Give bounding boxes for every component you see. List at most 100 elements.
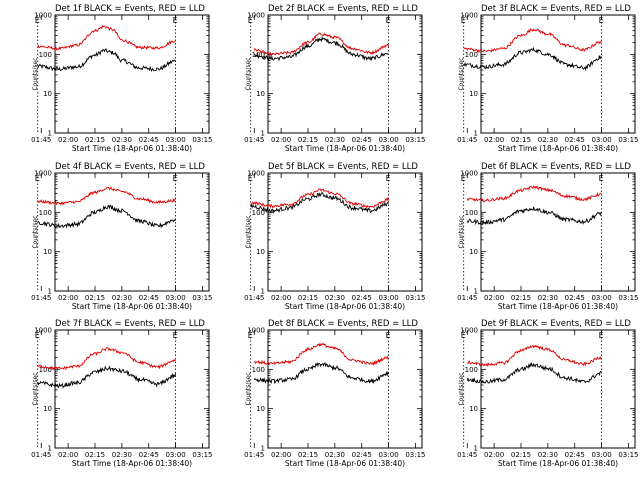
marker-label: E	[248, 331, 253, 340]
plot-frame	[480, 14, 636, 134]
detector-panel-8: Det 8f BLACK = Events, RED = LLD 1 10 100 10…	[244, 319, 425, 468]
y-tick-label: 100	[465, 51, 478, 59]
y-tick-label: 10	[256, 90, 265, 98]
y-tick-label: 100	[465, 209, 478, 217]
x-axis-label: Start Time (18-Apr-06 01:38:40)	[72, 302, 192, 311]
events-series-line	[37, 365, 177, 389]
x-tick-label: 02:15	[298, 136, 318, 144]
marker-label: E	[599, 331, 604, 340]
x-tick-label: 01:45	[457, 451, 477, 459]
y-tick-label: 100	[252, 366, 265, 374]
events-series-line	[463, 46, 602, 72]
panel-title: Det 1f BLACK = Events, RED = LLD	[55, 4, 205, 14]
y-tick-label: 1	[474, 288, 478, 296]
y-tick-label: 1	[48, 130, 52, 138]
x-tick-label: 02:45	[565, 451, 585, 459]
x-tick-label: 01:45	[244, 136, 264, 144]
plot-frame	[480, 329, 636, 449]
x-tick-label: 03:00	[378, 294, 398, 302]
x-tick-label: 01:45	[457, 136, 477, 144]
y-axis-label: Counts/sec	[32, 215, 39, 248]
x-tick-label: 03:15	[405, 136, 425, 144]
x-tick-label: 02:00	[484, 294, 504, 302]
detector-panel-5: Det 5f BLACK = Events, RED = LLD 1 10 100 10…	[244, 162, 425, 311]
y-tick-label: 10	[43, 405, 52, 413]
x-tick-label: 02:45	[139, 136, 159, 144]
x-tick-label: 02:15	[85, 451, 105, 459]
x-axis-label: Start Time (18-Apr-06 01:38:40)	[498, 144, 618, 153]
lld-series-line	[254, 342, 389, 366]
x-tick-label: 03:15	[192, 136, 212, 144]
y-tick-label: 1	[474, 130, 478, 138]
x-tick-label: 01:45	[31, 294, 51, 302]
events-series-line	[466, 362, 602, 384]
x-tick-label: 02:30	[325, 294, 345, 302]
x-tick-label: 02:15	[511, 136, 531, 144]
detector-panel-7: Det 7f BLACK = Events, RED = LLD 1 10 100 10…	[31, 319, 212, 468]
y-tick-label: 1000	[460, 12, 478, 20]
marker-label: E	[461, 331, 466, 340]
marker-label: E	[386, 16, 391, 25]
y-tick-label: 10	[469, 90, 478, 98]
y-tick-label: 1	[48, 445, 52, 453]
x-tick-label: 02:00	[271, 451, 291, 459]
y-tick-label: 1	[261, 445, 265, 453]
x-tick-label: 03:15	[192, 294, 212, 302]
y-axis-label: Counts/sec	[245, 215, 252, 248]
y-tick-label: 1000	[460, 170, 478, 178]
x-tick-label: 02:30	[538, 451, 558, 459]
x-tick-label: 01:45	[457, 294, 477, 302]
marker-label: E	[35, 331, 40, 340]
y-axis-label: Counts/sec	[245, 372, 252, 405]
y-tick-label: 10	[256, 405, 265, 413]
panel-title: Det 6f BLACK = Events, RED = LLD	[481, 162, 631, 172]
x-tick-label: 03:15	[618, 451, 638, 459]
x-tick-label: 03:00	[591, 136, 611, 144]
events-series-line	[253, 361, 390, 385]
events-series-line	[37, 47, 177, 72]
marker-label: E	[386, 331, 391, 340]
y-tick-label: 100	[39, 209, 52, 217]
x-tick-label: 02:00	[58, 294, 78, 302]
plot-frame	[54, 172, 210, 292]
lld-series-line	[37, 186, 176, 206]
lld-series-line	[250, 188, 390, 209]
detector-panel-2: Det 2f BLACK = Events, RED = LLD11010010…	[244, 4, 425, 153]
x-tick-label: 03:00	[165, 294, 185, 302]
detector-panel-6: Det 6f BLACK = Events, RED = LLD 1 10 100 10…	[457, 162, 638, 311]
x-tick-label: 01:45	[244, 451, 264, 459]
marker-label: E	[599, 174, 604, 183]
lld-series-line	[37, 347, 176, 372]
y-tick-label: 1000	[247, 12, 265, 20]
y-tick-label: 100	[39, 51, 52, 59]
x-tick-label: 02:15	[85, 294, 105, 302]
plot-frame	[267, 329, 423, 449]
x-tick-label: 03:00	[591, 294, 611, 302]
y-tick-label: 10	[256, 248, 265, 256]
x-tick-label: 03:00	[378, 451, 398, 459]
x-tick-label: 02:00	[58, 451, 78, 459]
marker-label: E	[599, 16, 604, 25]
panel-title: Det 7f BLACK = Events, RED = LLD	[55, 319, 205, 329]
x-tick-label: 03:15	[618, 136, 638, 144]
y-tick-label: 1000	[247, 327, 265, 335]
detector-panel-1: Det 1f BLACK = Events, RED = LLD 1 10 100 10…	[31, 4, 212, 153]
x-tick-label: 02:45	[565, 294, 585, 302]
panel-title: Det 8f BLACK = Events, RED = LLD	[268, 319, 418, 329]
x-tick-label: 03:15	[405, 451, 425, 459]
x-axis-label: Start Time (18-Apr-06 01:38:40)	[285, 302, 405, 311]
x-axis-label: Start Time (18-Apr-06 01:38:40)	[498, 459, 618, 468]
x-tick-label: 02:15	[511, 294, 531, 302]
y-tick-label: 1000	[34, 170, 52, 178]
lld-series-line	[37, 25, 176, 51]
x-tick-label: 02:00	[271, 294, 291, 302]
x-tick-label: 02:30	[112, 294, 132, 302]
plot-frame	[54, 329, 210, 449]
x-tick-label: 02:30	[538, 294, 558, 302]
x-tick-label: 03:00	[378, 136, 398, 144]
marker-label: E	[173, 16, 178, 25]
plot-frame	[267, 14, 423, 134]
marker-label: E	[35, 174, 40, 183]
x-tick-label: 02:00	[484, 451, 504, 459]
